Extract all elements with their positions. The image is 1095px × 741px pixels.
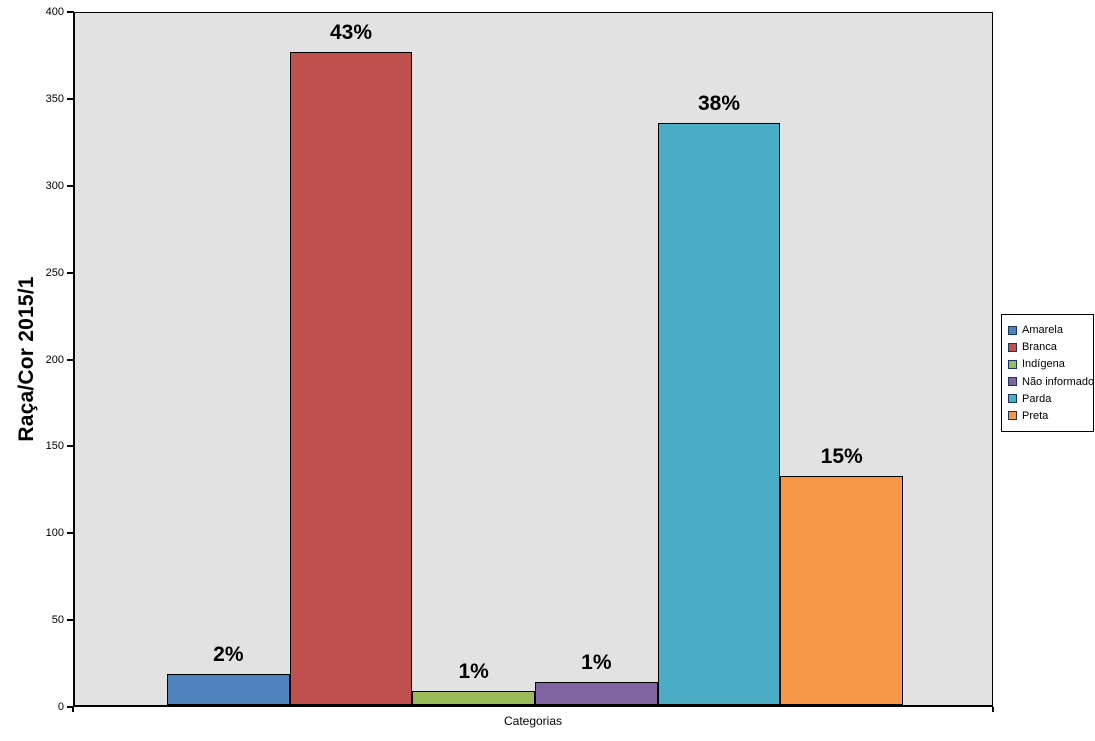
y-tick-mark-250 bbox=[67, 271, 74, 274]
y-tick-mark-400 bbox=[67, 11, 74, 13]
y-tick-mark-100 bbox=[67, 532, 74, 535]
y-tick-mark-200 bbox=[67, 358, 74, 361]
y-tick-label-400: 400 bbox=[45, 6, 64, 18]
y-tick-label-50: 50 bbox=[51, 614, 64, 627]
bar-value-label-indigena: 1% bbox=[458, 660, 489, 684]
x-axis-title: Categorias bbox=[503, 714, 563, 728]
legend-swatch-indigena bbox=[1008, 359, 1017, 369]
legend-label-amarela: Amarela bbox=[1022, 324, 1063, 336]
bar-value-label-branca: 43% bbox=[329, 20, 373, 44]
legend-label-indigena: Indígena bbox=[1022, 358, 1065, 371]
legend-label-preta: Preta bbox=[1022, 409, 1049, 422]
legend-swatch-branca bbox=[1008, 342, 1017, 352]
plot-area: 2% 43% 1% 1% 38% 15% bbox=[73, 12, 993, 707]
bar-preta bbox=[780, 475, 903, 705]
bar-amarela bbox=[167, 673, 290, 705]
bar-value-label-amarela: 2% bbox=[213, 642, 244, 666]
bar-value-label-parda: 38% bbox=[697, 91, 741, 115]
bar-branca bbox=[289, 51, 413, 705]
legend-item-indigena: Indígena bbox=[1008, 358, 1087, 370]
y-tick-mark-300 bbox=[67, 184, 74, 187]
y-tick-label-250: 250 bbox=[45, 266, 64, 279]
legend-label-parda: Parda bbox=[1022, 392, 1052, 405]
legend-label-branca: Branca bbox=[1022, 341, 1057, 354]
bar-nao-informado bbox=[535, 682, 658, 705]
legend-item-nao-informado: Não informado bbox=[1008, 376, 1094, 388]
x-axis-corner-tick-left bbox=[72, 707, 74, 712]
bar-value-label-preta: 15% bbox=[820, 444, 863, 468]
legend-swatch-nao-informado bbox=[1008, 377, 1017, 387]
y-tick-label-350: 350 bbox=[45, 92, 64, 105]
x-axis-corner-tick-right bbox=[992, 707, 994, 712]
y-tick-mark-50 bbox=[67, 619, 74, 622]
bar-indigena bbox=[412, 691, 535, 705]
y-tick-label-300: 300 bbox=[45, 179, 64, 192]
legend-swatch-preta bbox=[1008, 411, 1017, 421]
legend-swatch-parda bbox=[1008, 394, 1017, 404]
bar-value-label-nao-informado: 1% bbox=[581, 651, 612, 675]
legend-item-parda: Parda bbox=[1008, 393, 1087, 405]
legend-item-amarela: Amarela bbox=[1008, 324, 1087, 336]
y-tick-label-100: 100 bbox=[45, 527, 64, 540]
legend-item-preta: Preta bbox=[1008, 410, 1087, 422]
y-tick-mark-150 bbox=[67, 445, 74, 448]
y-tick-mark-350 bbox=[67, 97, 74, 100]
bar-parda bbox=[657, 122, 781, 705]
legend-label-nao-informado: Não informado bbox=[1022, 375, 1095, 388]
y-tick-label-200: 200 bbox=[45, 353, 64, 366]
y-tick-label-150: 150 bbox=[45, 440, 64, 453]
legend: Amarela Branca Indígena Não informado Parda P… bbox=[1001, 314, 1094, 432]
legend-swatch-amarela bbox=[1008, 325, 1017, 335]
legend-item-branca: Branca bbox=[1008, 341, 1087, 353]
y-tick-mark-0 bbox=[67, 706, 74, 708]
y-tick-label-0: 0 bbox=[57, 701, 64, 713]
